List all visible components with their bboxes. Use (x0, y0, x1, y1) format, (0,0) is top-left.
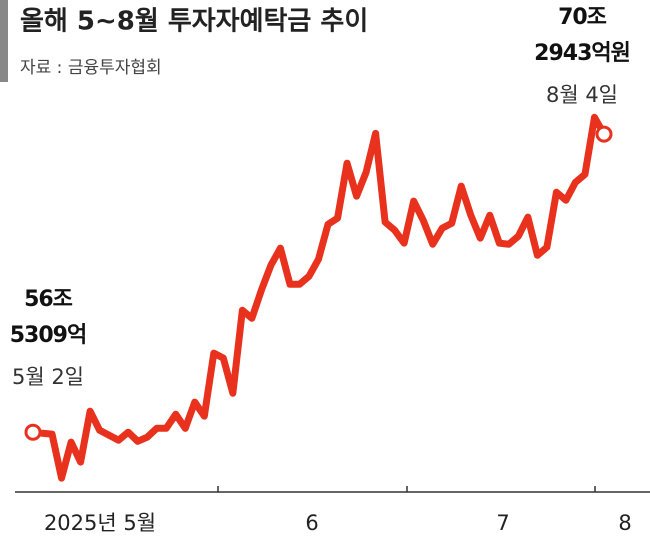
data-line (32, 113, 608, 482)
chart-title: 올해 5~8월 투자자예탁금 추이 (20, 7, 368, 37)
annotation-value: 70조 (558, 5, 607, 30)
annotation-value: 56조 (24, 287, 73, 312)
annotation-date: 5월 2일 (12, 365, 84, 389)
month-label: 8 (618, 511, 631, 535)
annotation-value: 2943억원 (534, 41, 630, 66)
end-marker (595, 125, 613, 143)
source: 자료 : 금융투자협회 (20, 58, 162, 78)
annotation-value: 5309억 (10, 323, 86, 348)
title-bar (0, 0, 8, 82)
month-label: 7 (496, 511, 509, 535)
month-label: 2025년 5월 (44, 511, 156, 535)
month-label: 6 (305, 511, 318, 535)
end-marker (24, 423, 42, 441)
annotation-date: 8월 4일 (546, 83, 618, 107)
